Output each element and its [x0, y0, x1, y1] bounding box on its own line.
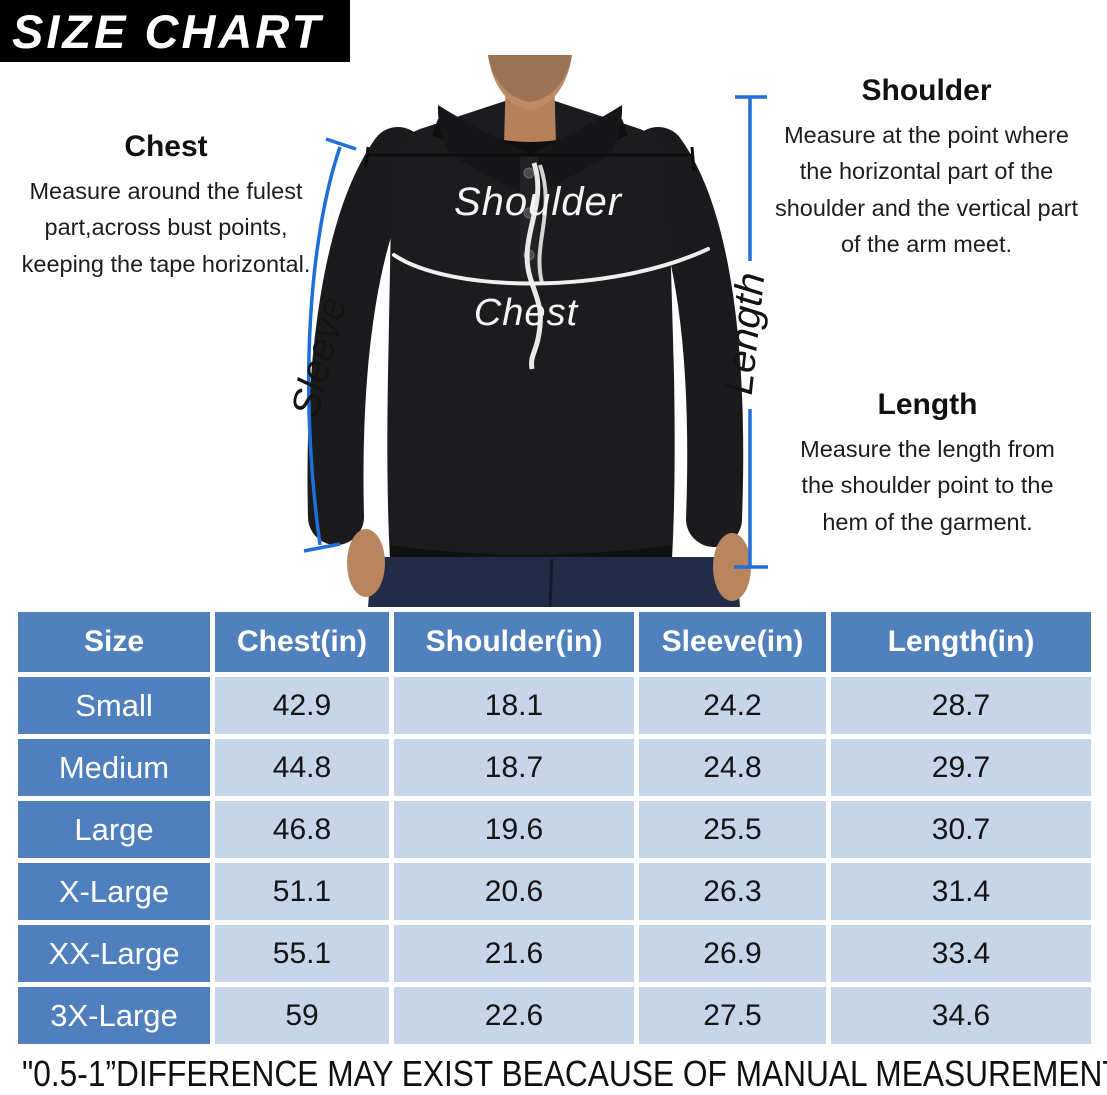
collar-right — [532, 105, 623, 193]
size-cell: Small — [18, 677, 210, 734]
value-cell: 25.5 — [639, 801, 826, 858]
length-note-heading: Length — [877, 388, 978, 421]
shirt-hem — [390, 545, 672, 559]
chest-note-heading: Chest — [124, 130, 208, 163]
drawstring — [524, 162, 543, 370]
note-line: shoulder and the vertical part — [774, 194, 1079, 221]
column-header-shoulder: Shoulder(in) — [394, 612, 634, 672]
shirt-right-sleeve — [630, 127, 744, 547]
value-cell: 18.7 — [394, 739, 634, 796]
stubble — [488, 55, 572, 102]
shoulder-note: Shoulder Measure at the point where the … — [746, 74, 1107, 263]
measurement-disclaimer: "0.5-1”DIFFERENCE MAY EXIST BEACAUSE OF … — [22, 1053, 1107, 1094]
note-line: Measure around the fulest — [29, 178, 303, 204]
pants-seam — [548, 558, 554, 607]
value-cell: 30.7 — [831, 801, 1091, 858]
shirt-left-sleeve — [307, 127, 426, 545]
collar-left — [437, 105, 528, 193]
value-cell: 24.2 — [639, 677, 826, 734]
drawstring-strand — [537, 164, 548, 284]
chest-note-body: Measure around the fulest part,across bu… — [0, 173, 332, 282]
value-cell: 33.4 — [831, 925, 1091, 982]
size-table: Size Chest(in) Shoulder(in) Sleeve(in) L… — [18, 612, 1091, 1044]
size-cell: X-Large — [18, 863, 210, 920]
column-header-size: Size — [18, 612, 210, 672]
value-cell: 31.4 — [831, 863, 1091, 920]
sleeve-measure-line — [303, 137, 357, 553]
button — [523, 167, 535, 179]
length-measure-line — [734, 95, 768, 569]
size-cell: Medium — [18, 739, 210, 796]
column-header-sleeve: Sleeve(in) — [639, 612, 826, 672]
value-cell: 34.6 — [831, 987, 1091, 1044]
note-line: hem of the garment. — [822, 508, 1033, 535]
shoulder-note-body: Measure at the point where the horizonta… — [746, 117, 1107, 263]
value-cell: 18.1 — [394, 677, 634, 734]
size-cell: 3X-Large — [18, 987, 210, 1044]
chest-measure-line — [392, 247, 710, 286]
shoulder-measure-line — [364, 146, 696, 172]
size-chart-banner: SIZE CHART — [0, 0, 350, 62]
size-cell: XX-Large — [18, 925, 210, 982]
size-cell: Large — [18, 801, 210, 858]
value-cell: 29.7 — [831, 739, 1091, 796]
shoulder-note-heading: Shoulder — [861, 74, 992, 107]
column-header-chest: Chest(in) — [215, 612, 389, 672]
value-cell: 42.9 — [215, 677, 389, 734]
value-cell: 27.5 — [639, 987, 826, 1044]
shirt-torso — [387, 98, 675, 559]
note-line: keeping the tape horizontal. — [21, 250, 311, 277]
length-note-body: Measure the length from the shoulder poi… — [748, 431, 1107, 540]
pants — [368, 557, 740, 607]
value-cell: 26.3 — [639, 863, 826, 920]
column-header-length: Length(in) — [831, 612, 1091, 672]
length-note: Length Measure the length from the shoul… — [748, 388, 1107, 540]
note-line: of the arm meet. — [840, 231, 1013, 258]
value-cell: 59 — [215, 987, 389, 1044]
note-line: Measure the length from — [800, 436, 1055, 462]
note-line: part,across bust points, — [44, 214, 288, 241]
right-hand — [713, 533, 751, 601]
note-line: the horizontal part of the — [799, 158, 1054, 185]
chin — [488, 55, 572, 110]
left-hand — [347, 529, 385, 597]
value-cell: 24.8 — [639, 739, 826, 796]
value-cell: 22.6 — [394, 987, 634, 1044]
value-cell: 44.8 — [215, 739, 389, 796]
value-cell: 20.6 — [394, 863, 634, 920]
value-cell: 19.6 — [394, 801, 634, 858]
value-cell: 55.1 — [215, 925, 389, 982]
value-cell: 26.9 — [639, 925, 826, 982]
shirt-measurement-figure: Shoulder Chest Sleeve Length — [283, 55, 770, 607]
chest-note: Chest Measure around the fulest part,acr… — [0, 130, 332, 282]
note-line: the shoulder point to the — [801, 472, 1054, 499]
figure-chest-label: Chest — [474, 292, 579, 334]
value-cell: 51.1 — [215, 863, 389, 920]
value-cell: 28.7 — [831, 677, 1091, 734]
page-title: SIZE CHART — [12, 4, 324, 58]
note-line: Measure at the point where — [784, 122, 1069, 148]
figure-shoulder-label: Shoulder — [454, 180, 623, 224]
value-cell: 21.6 — [394, 925, 634, 982]
value-cell: 46.8 — [215, 801, 389, 858]
